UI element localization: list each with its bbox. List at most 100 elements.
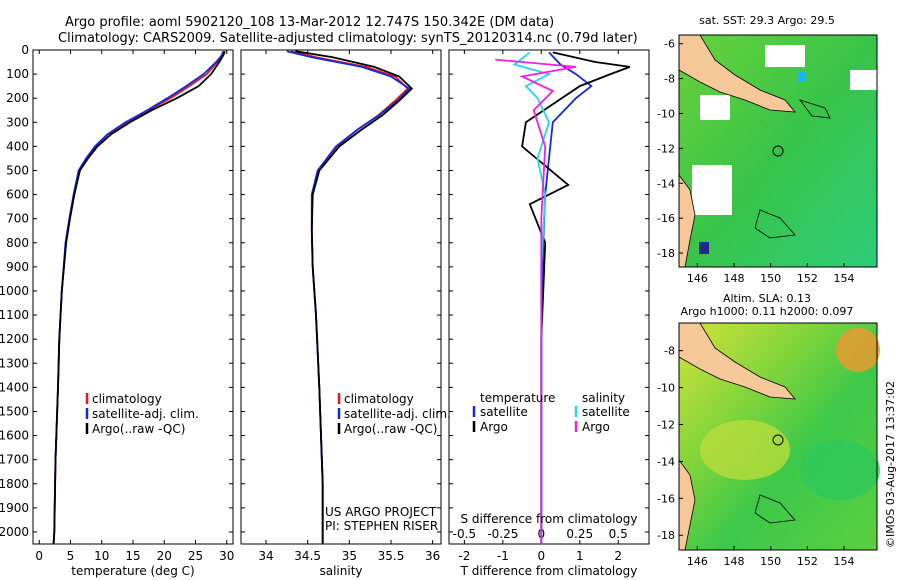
difference-panel-frame — [448, 49, 650, 545]
depth-tick-label: 800 — [6, 236, 29, 250]
s-difference-x-label: S difference from climatology — [461, 512, 638, 526]
series-satellite-adj-clim- — [52, 50, 226, 545]
s-difference-tick-label: -0.25 — [487, 527, 518, 541]
sst-cloud-gap — [692, 165, 732, 215]
project-credit-line-1: US ARGO PROJECT — [325, 505, 437, 519]
depth-tick-label: 1400 — [0, 380, 29, 394]
series-s-argo — [495, 58, 577, 544]
sla-high-anomaly — [836, 328, 880, 372]
temperature-legend: climatology satellite-adj. clim. Argo(..… — [85, 392, 199, 436]
map-x-tick-label: 152 — [797, 555, 818, 568]
sla-map-title-line-1: Altim. SLA: 0.13 — [723, 292, 811, 305]
map-x-tick-label: 148 — [724, 555, 745, 568]
map-y-tick-label: -16 — [657, 212, 675, 225]
sla-anomaly-patch — [700, 420, 790, 480]
temperature-x-label: temperature (deg C) — [71, 564, 194, 578]
sla-reef-outline — [754, 494, 796, 524]
depth-tick-label: 0 — [21, 43, 29, 57]
map-y-tick-label: -14 — [657, 177, 675, 190]
x-tick-label: 25 — [188, 549, 203, 563]
difference-legend: temperature salinity satellite Argo sate… — [472, 391, 630, 434]
temperature-x-axis: 0 5 10 15 20 25 30 — [35, 50, 234, 563]
sst-argo-marker — [772, 145, 784, 157]
depth-tick-label: 1600 — [0, 429, 29, 443]
x-tick-label: 35.5 — [378, 549, 405, 563]
sla-new-guinea-land — [678, 322, 796, 400]
x-tick-label: 10 — [94, 549, 109, 563]
x-tick-label: 2 — [614, 549, 622, 563]
sst-map-frame — [678, 34, 878, 268]
depth-tick-label: 400 — [6, 139, 29, 153]
temperature-profiles — [52, 50, 226, 545]
title-line-1: Argo profile: aoml 5902120_108 13-Mar-20… — [65, 15, 554, 30]
legend-temperature-title: temperature — [480, 391, 555, 405]
x-tick-label: 1 — [576, 549, 584, 563]
map-x-tick-label: 150 — [760, 272, 781, 285]
sst-island-outline — [798, 99, 831, 119]
sst-map — [678, 34, 878, 268]
series-argo-raw-qc- — [52, 50, 226, 545]
map-y-tick-label: -18 — [657, 247, 675, 260]
sla-map-title-line-2: Argo h1000: 0.11 h2000: 0.097 — [681, 305, 854, 318]
depth-tick-label: 500 — [6, 163, 29, 177]
sst-map-axes: 146 148 150 152 154 -6 -8 -10 -12 -14 -16 -18 — [657, 38, 854, 285]
depth-tick-label: 900 — [6, 260, 29, 274]
s-difference-tick-label: 0.5 — [609, 527, 628, 541]
x-tick-label: 34.5 — [294, 549, 321, 563]
x-tick-label: -1 — [497, 549, 509, 563]
x-tick-label: 34 — [258, 549, 273, 563]
depth-tick-label: 1700 — [0, 453, 29, 467]
sla-argo-marker — [772, 434, 784, 446]
legend-s-satellite: satellite — [582, 405, 630, 419]
x-tick-label: 0 — [537, 549, 545, 563]
series-climatology — [290, 50, 409, 544]
map-y-tick-label: -10 — [657, 382, 675, 395]
s-difference-tick-label: -0.5 — [453, 527, 476, 541]
depth-tick-label: 700 — [6, 212, 29, 226]
x-tick-label: 5 — [67, 549, 75, 563]
series-t-satellite — [540, 51, 593, 544]
depth-tick-label: 1900 — [0, 501, 29, 515]
s-difference-tick-label: 0.25 — [566, 527, 593, 541]
legend-satellite: satellite-adj. clim. — [344, 407, 451, 421]
depth-axis: 0 100 200 300 400 500 600 700 800 900 1000 1100 1200… — [0, 43, 649, 539]
t-difference-x-axis: -2 -1 0 1 2 — [458, 50, 622, 563]
map-x-tick-label: 146 — [687, 272, 708, 285]
salinity-legend: climatology satellite-adj. clim. Argo(..… — [337, 392, 451, 436]
temperature-panel-frame — [32, 49, 234, 545]
sst-new-guinea-land — [678, 34, 796, 113]
map-y-tick-label: -8 — [664, 73, 675, 86]
x-tick-label: -2 — [458, 549, 470, 563]
depth-tick-label: 1100 — [0, 308, 29, 322]
map-x-tick-label: 154 — [834, 272, 855, 285]
legend-climatology: climatology — [92, 392, 162, 406]
x-tick-label: 36 — [425, 549, 440, 563]
legend-t-argo: Argo — [480, 420, 508, 434]
sst-cloud-gap — [765, 45, 805, 67]
sla-map-frame — [678, 322, 878, 551]
legend-argo: Argo(..raw -QC) — [344, 422, 437, 436]
depth-tick-label: 200 — [6, 91, 29, 105]
map-y-tick-label: -12 — [657, 419, 675, 432]
sst-cold-pixel — [699, 242, 709, 254]
legend-salinity-title: salinity — [582, 391, 625, 405]
salinity-x-label: salinity — [319, 564, 362, 578]
series-argo-raw-qc- — [295, 50, 414, 544]
legend-t-satellite: satellite — [480, 405, 528, 419]
legend-argo: Argo(..raw -QC) — [92, 422, 185, 436]
map-x-tick-label: 150 — [760, 555, 781, 568]
sla-low-patch — [800, 440, 880, 500]
depth-tick-label: 100 — [6, 67, 29, 81]
map-y-tick-label: -10 — [657, 107, 675, 120]
map-x-tick-label: 146 — [687, 555, 708, 568]
difference-profiles — [495, 51, 631, 544]
sst-map-title: sat. SST: 29.3 Argo: 29.5 — [699, 14, 835, 27]
depth-tick-label: 2000 — [0, 525, 29, 539]
depth-tick-label: 1500 — [0, 404, 29, 418]
sst-warm-pixel — [797, 72, 805, 82]
depth-tick-label: 1000 — [0, 284, 29, 298]
salinity-profiles — [286, 50, 414, 544]
t-difference-x-label: T difference from climatology — [460, 564, 638, 578]
legend-satellite: satellite-adj. clim. — [92, 407, 199, 421]
x-tick-label: 15 — [125, 549, 140, 563]
